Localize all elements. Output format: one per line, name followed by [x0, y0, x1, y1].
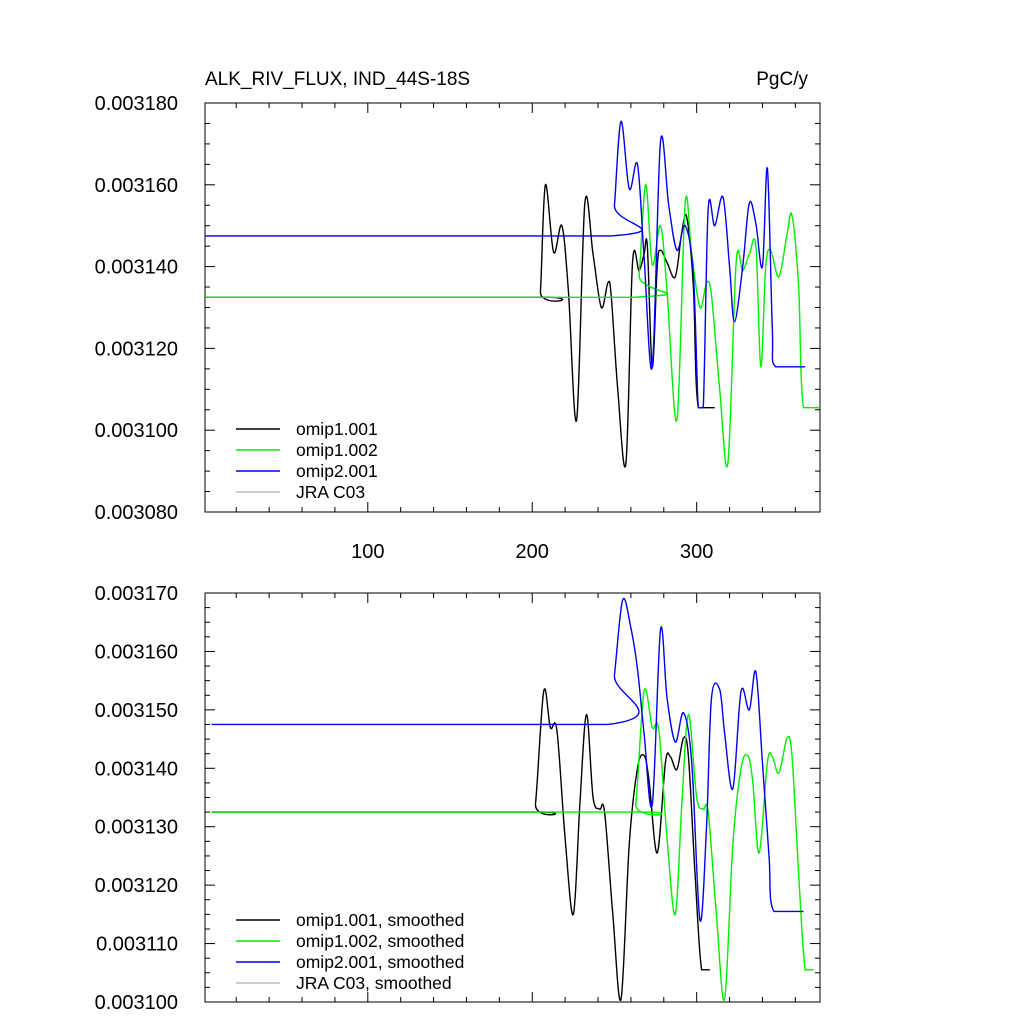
x-axis: 100 200 300 [235, 103, 796, 563]
series-line [205, 184, 715, 468]
series-line [211, 597, 804, 922]
y-tick-label: 0.003140 [95, 758, 178, 780]
legend-label: omip1.002, smoothed [296, 931, 464, 951]
series-line [211, 688, 710, 1002]
series-line [205, 120, 806, 409]
y-tick-label: 0.003140 [95, 257, 178, 279]
panel-top-chart: 100 200 300 0.003080 0.003100 0.003120 0.00314… [95, 69, 821, 563]
legend-label: omip2.001 [296, 461, 378, 481]
legend-label: JRA C03 [296, 482, 365, 502]
legend-label: JRA C03, smoothed [296, 973, 452, 993]
y-tick-label: 0.003160 [95, 175, 178, 197]
series-lines [211, 597, 814, 1002]
x-tick-label: 100 [351, 541, 384, 563]
y-tick-label: 0.003110 [96, 934, 178, 956]
y-tick-label: 0.003120 [95, 338, 178, 360]
panel-bottom-chart: 0.003100 0.003110 0.003120 0.003130 0.003140… [95, 583, 821, 1014]
legend-label: omip1.002 [296, 440, 378, 460]
y-tick-label: 0.003080 [95, 502, 178, 524]
y-tick-label: 0.003160 [95, 641, 178, 663]
legend-label: omip1.001, smoothed [296, 910, 464, 930]
units-label: PgC/y [756, 69, 808, 90]
y-tick-label: 0.003100 [95, 420, 178, 442]
series-line [211, 688, 814, 1002]
x-axis [235, 593, 796, 1002]
legend-label: omip1.001 [296, 419, 378, 439]
legend-label: omip2.001, smoothed [296, 952, 464, 972]
x-tick-label: 200 [516, 541, 549, 563]
series-lines [205, 120, 820, 468]
y-tick-label: 0.003130 [95, 817, 178, 839]
y-tick-label: 0.003120 [95, 875, 178, 897]
y-tick-label: 0.003170 [95, 583, 178, 605]
chart-title: ALK_RIV_FLUX, IND_44S-18S [205, 69, 470, 90]
y-tick-label: 0.003150 [95, 700, 178, 722]
x-tick-label: 300 [680, 541, 713, 563]
y-axis: 0.003100 0.003110 0.003120 0.003130 0.003140… [95, 583, 820, 1014]
y-tick-label: 0.003100 [95, 992, 178, 1014]
series-line [205, 184, 820, 468]
y-axis: 0.003080 0.003100 0.003120 0.003140 0.003160… [95, 93, 820, 524]
y-tick-label: 0.003180 [95, 93, 178, 115]
